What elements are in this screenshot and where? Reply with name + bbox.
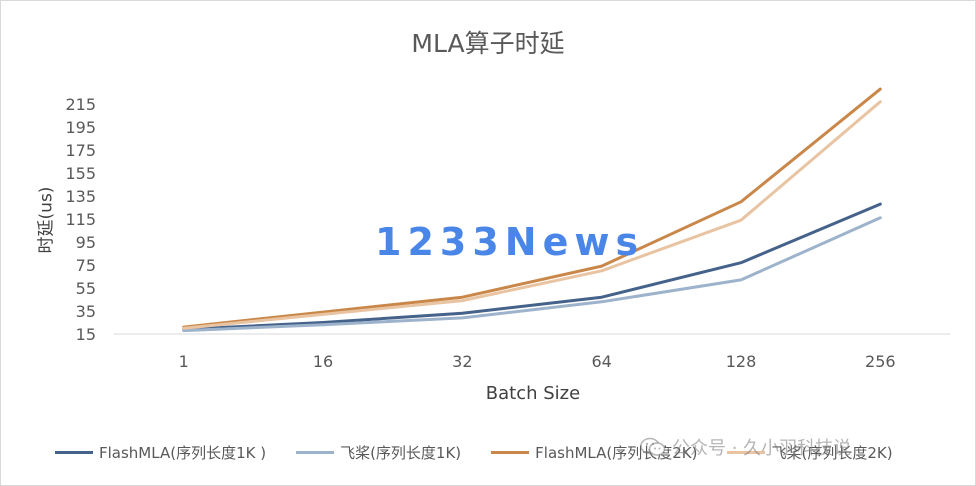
- watermark-text: 1233News: [375, 220, 645, 264]
- legend-swatch: [491, 450, 530, 454]
- y-tick-label: 95: [76, 233, 96, 252]
- legend-label: FlashMLA(序列长度1K ): [99, 443, 267, 462]
- y-tick-label: 15: [76, 325, 96, 344]
- y-tick-label: 215: [65, 95, 96, 114]
- series-line-3: [182, 87, 882, 329]
- series-line-2: [182, 216, 882, 333]
- series-line-4: [182, 100, 882, 330]
- y-tick-label: 155: [65, 164, 96, 183]
- legend-label: 飞桨(序列长度1K): [340, 443, 462, 462]
- y-tick-label: 55: [76, 279, 96, 298]
- legend-label: 飞桨(序列长度2K): [771, 443, 893, 462]
- y-tick-label: 115: [65, 210, 96, 229]
- x-tick-label: 32: [452, 352, 472, 371]
- account-credit: 公众号 · 久小羽科技说: [640, 434, 851, 460]
- x-tick-label: 128: [726, 352, 757, 371]
- legend-swatch: [55, 450, 93, 454]
- x-axis-label: Batch Size: [485, 383, 581, 404]
- y-tick-label: 195: [65, 118, 96, 137]
- x-tick-label: 64: [591, 352, 611, 371]
- legend-item-4: 飞桨(序列长度2K): [727, 442, 893, 463]
- x-tick-label: 1: [179, 352, 189, 371]
- y-tick-label: 35: [76, 302, 96, 321]
- x-tick-label: 256: [865, 352, 896, 371]
- legend-item-1: FlashMLA(序列长度1K ): [55, 442, 266, 463]
- y-tick-label: 135: [65, 187, 96, 206]
- legend-item-2: 飞桨(序列长度1K): [296, 442, 461, 463]
- credit-text: 公众号 · 久小羽科技说: [672, 438, 852, 459]
- y-tick-label: 175: [65, 141, 96, 160]
- series-line-1: [182, 202, 882, 331]
- y-tick-label: 75: [76, 256, 96, 275]
- chart-title: MLA算子时延: [411, 29, 565, 58]
- wechat-icon: [640, 437, 666, 456]
- y-axis-label: 时延(us): [36, 186, 57, 254]
- legend-swatch: [727, 450, 766, 454]
- legend-swatch: [296, 450, 335, 454]
- x-tick-label: 16: [313, 352, 333, 371]
